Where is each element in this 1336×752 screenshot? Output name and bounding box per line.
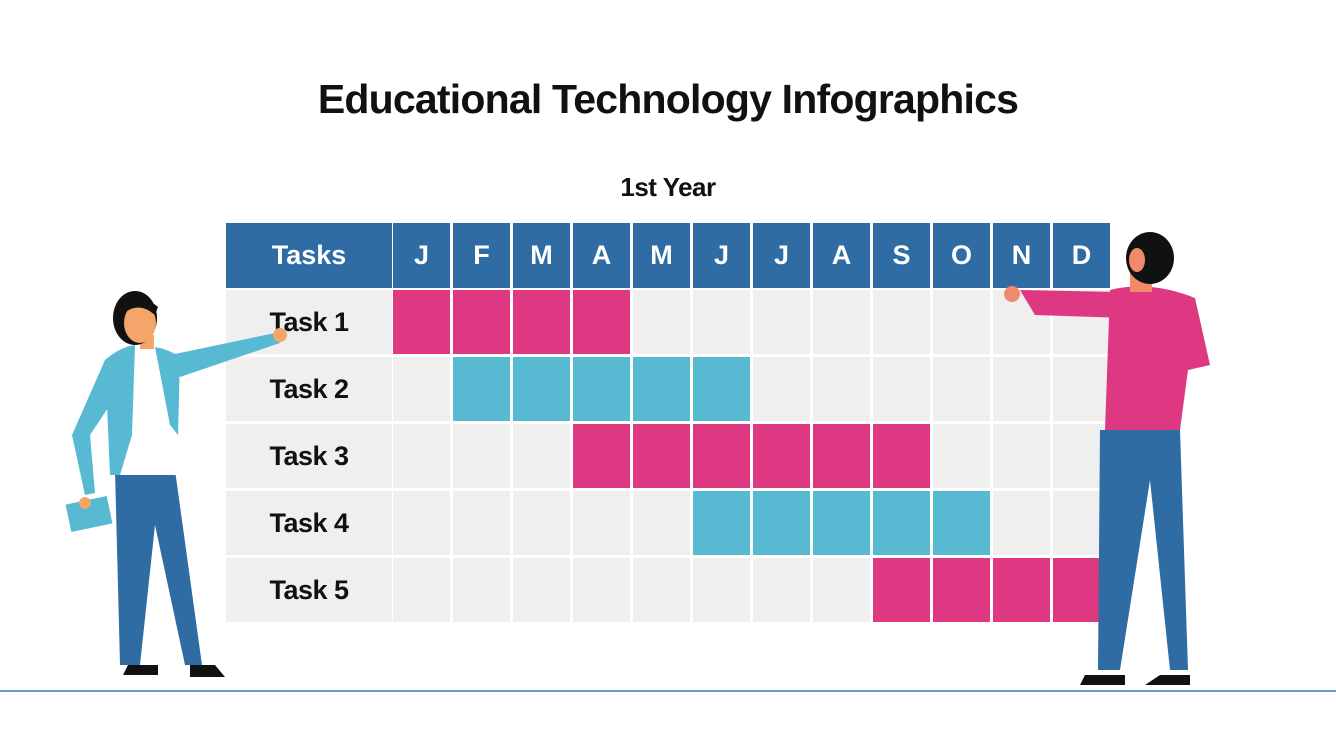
empty-cell — [813, 357, 870, 421]
empty-cell — [993, 424, 1050, 488]
task-bar-cell — [513, 290, 570, 354]
empty-cell — [753, 558, 810, 622]
header-tasks: Tasks — [226, 223, 392, 288]
empty-cell — [393, 558, 450, 622]
empty-cell — [933, 357, 990, 421]
task-bar-cell — [573, 357, 630, 421]
empty-cell — [573, 558, 630, 622]
task-bar-cell — [573, 424, 630, 488]
empty-cell — [693, 290, 750, 354]
empty-cell — [393, 424, 450, 488]
empty-cell — [513, 491, 570, 555]
task-bar-cell — [633, 357, 690, 421]
task-bar-cell — [993, 558, 1050, 622]
task-bar-cell — [813, 491, 870, 555]
header-month: S — [873, 223, 930, 288]
empty-cell — [753, 357, 810, 421]
task-label: Task 5 — [226, 558, 392, 622]
header-month: M — [633, 223, 690, 288]
task-bar-cell — [453, 357, 510, 421]
task-bar-cell — [693, 424, 750, 488]
header-month: O — [933, 223, 990, 288]
task-bar-cell — [633, 424, 690, 488]
header-month: N — [993, 223, 1050, 288]
task-bar-cell — [933, 491, 990, 555]
task-bar-cell — [393, 290, 450, 354]
task-bar-cell — [813, 424, 870, 488]
empty-cell — [693, 558, 750, 622]
task-bar-cell — [693, 491, 750, 555]
empty-cell — [753, 290, 810, 354]
header-month: J — [693, 223, 750, 288]
task-bar-cell — [453, 290, 510, 354]
empty-cell — [393, 491, 450, 555]
header-month: A — [573, 223, 630, 288]
woman-illustration — [65, 291, 287, 677]
task-label: Task 2 — [226, 357, 392, 421]
task-bar-cell — [513, 357, 570, 421]
empty-cell — [513, 558, 570, 622]
task-bar-cell — [753, 424, 810, 488]
empty-cell — [513, 424, 570, 488]
task-bar-cell — [933, 558, 990, 622]
header-month: M — [513, 223, 570, 288]
task-bar-cell — [873, 424, 930, 488]
empty-cell — [873, 290, 930, 354]
task-label: Task 4 — [226, 491, 392, 555]
year-subtitle: 1st Year — [620, 172, 716, 202]
empty-cell — [993, 357, 1050, 421]
task-bar-cell — [873, 491, 930, 555]
empty-cell — [453, 558, 510, 622]
header-month: A — [813, 223, 870, 288]
empty-cell — [453, 424, 510, 488]
empty-cell — [813, 290, 870, 354]
task-label: Task 3 — [226, 424, 392, 488]
empty-cell — [453, 491, 510, 555]
empty-cell — [1053, 357, 1110, 421]
page-title: Educational Technology Infographics — [317, 76, 1019, 122]
ground-line — [0, 690, 1336, 692]
empty-cell — [633, 558, 690, 622]
empty-cell — [813, 558, 870, 622]
task-bar-cell — [573, 290, 630, 354]
man-illustration — [1004, 232, 1210, 685]
empty-cell — [633, 491, 690, 555]
empty-cell — [573, 491, 630, 555]
task-bar-cell — [873, 558, 930, 622]
empty-cell — [873, 357, 930, 421]
header-month: J — [393, 223, 450, 288]
header-month: D — [1053, 223, 1110, 288]
empty-cell — [933, 290, 990, 354]
task-bar-cell — [693, 357, 750, 421]
task-bar-cell — [753, 491, 810, 555]
header-month: J — [753, 223, 810, 288]
empty-cell — [393, 357, 450, 421]
empty-cell — [993, 491, 1050, 555]
header-month: F — [453, 223, 510, 288]
empty-cell — [933, 424, 990, 488]
empty-cell — [633, 290, 690, 354]
